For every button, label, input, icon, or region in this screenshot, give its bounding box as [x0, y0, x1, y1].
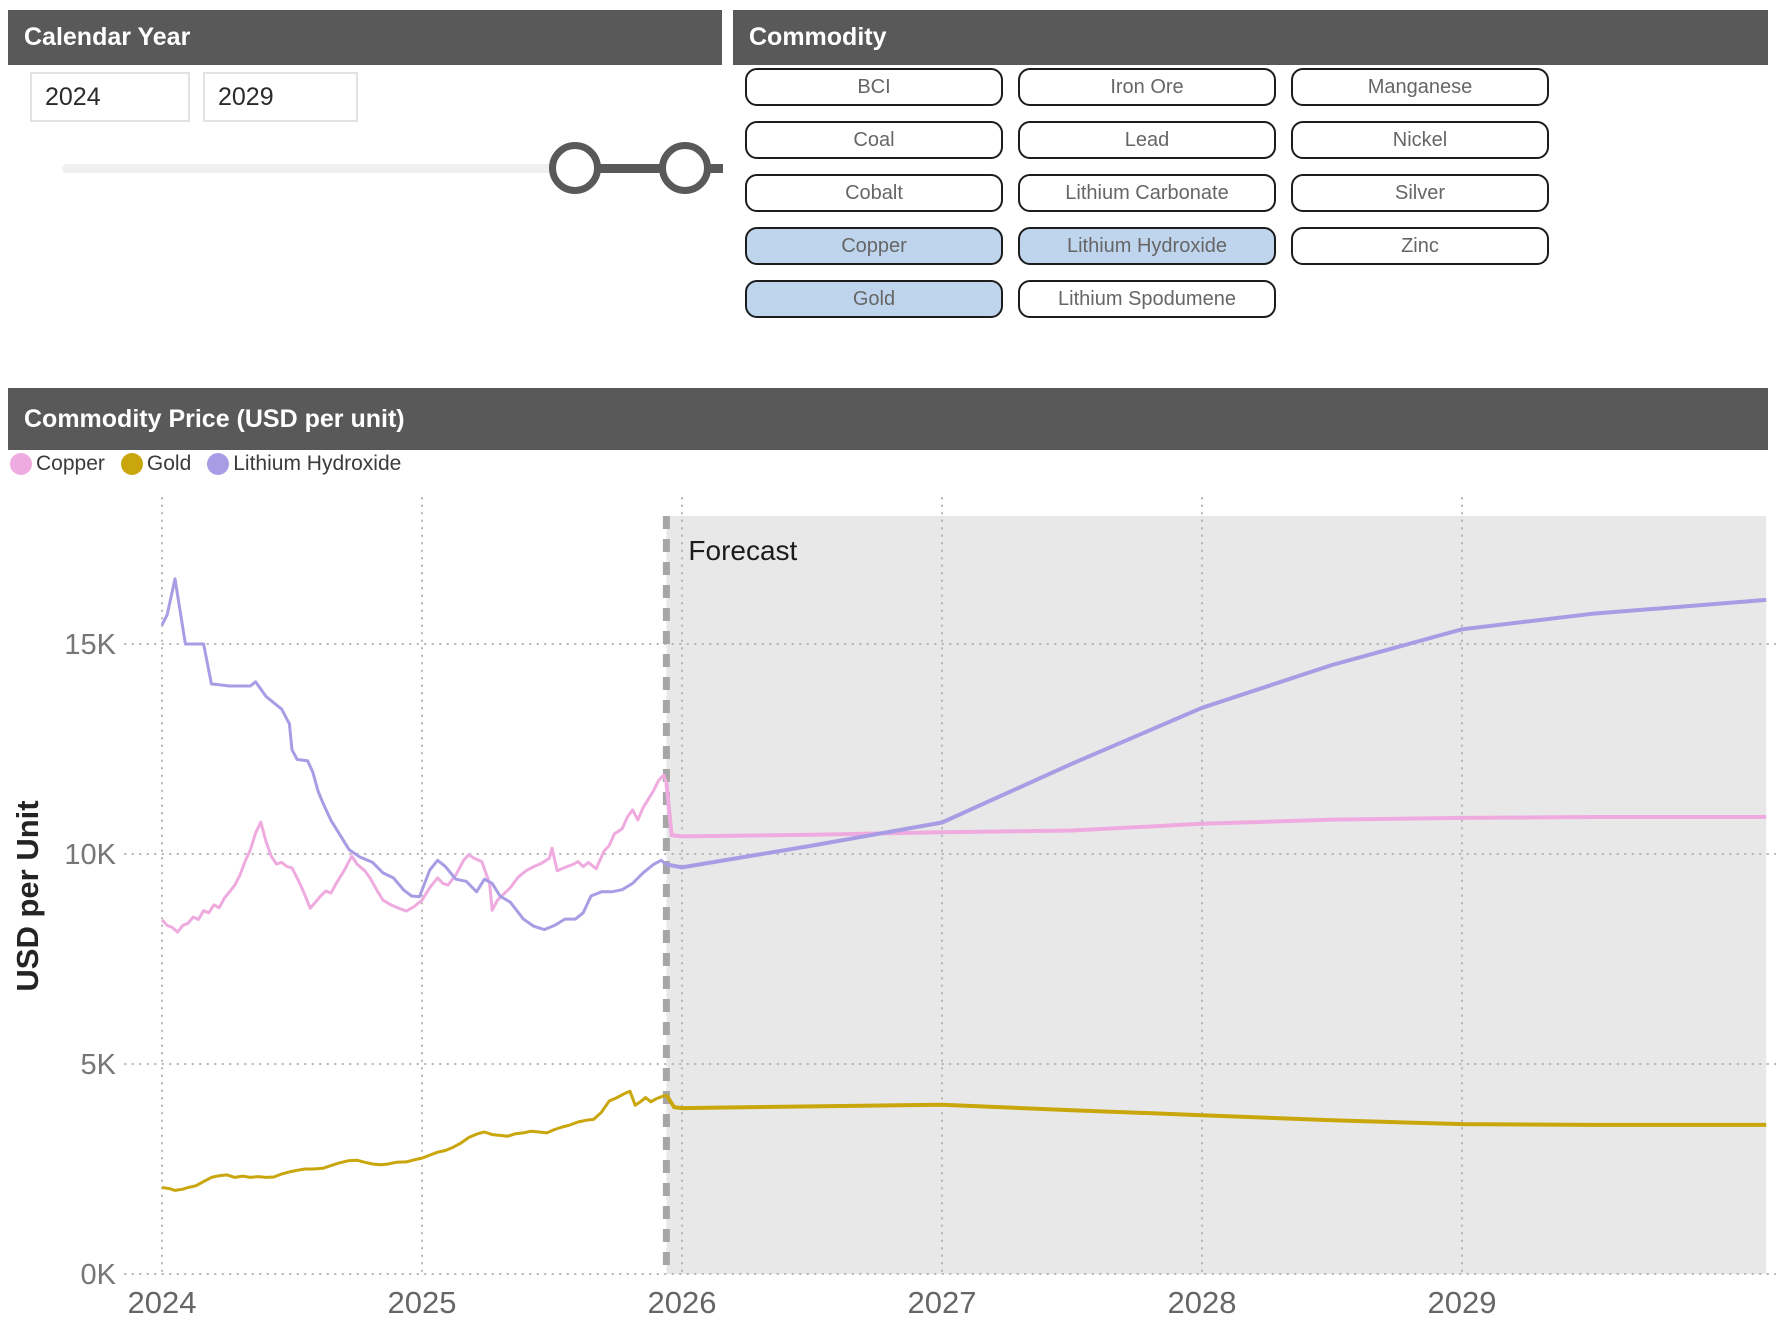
chart-legend: Copper Gold Lithium Hydroxide	[10, 452, 401, 476]
commodity-button-iron-ore[interactable]: Iron Ore	[1018, 68, 1276, 106]
y-tick-label: 15K	[64, 629, 116, 661]
gold-history-line[interactable]	[161, 1089, 667, 1192]
slider-handle-end[interactable]	[659, 142, 711, 194]
x-tick-label: 2026	[648, 1285, 717, 1320]
x-tick-label: 2029	[1428, 1285, 1497, 1320]
legend-item-copper[interactable]: Copper	[10, 452, 105, 476]
year-start-input[interactable]	[30, 72, 190, 122]
slider-handle-start[interactable]	[549, 142, 601, 194]
x-tick-label: 2025	[388, 1285, 457, 1320]
year-end-input[interactable]	[203, 72, 358, 122]
lithium-hydroxide-history-line[interactable]	[160, 577, 668, 932]
commodity-button-lithium-carbonate[interactable]: Lithium Carbonate	[1018, 174, 1276, 212]
commodity-button-cobalt[interactable]: Cobalt	[745, 174, 1003, 212]
copper-forecast-line[interactable]	[664, 782, 1767, 839]
slider-track[interactable]	[62, 164, 723, 173]
y-tick-label: 5K	[81, 1049, 117, 1081]
gold-forecast-line[interactable]	[664, 1094, 1767, 1127]
price-chart-header: Commodity Price (USD per unit)	[8, 388, 1768, 450]
y-tick-label: 10K	[64, 839, 116, 871]
commodity-button-bci[interactable]: BCI	[745, 68, 1003, 106]
commodity-button-lithium-hydroxide[interactable]: Lithium Hydroxide	[1018, 227, 1276, 265]
legend-dot-icon	[10, 453, 32, 475]
commodity-button-coal[interactable]: Coal	[745, 121, 1003, 159]
forecast-region	[666, 516, 1767, 1274]
price-chart: 2024 2025 2026 2027 2028 2029 0K 5K 10K 15K Foreca…	[10, 497, 1776, 1320]
commodity-button-zinc[interactable]: Zinc	[1291, 227, 1549, 265]
legend-label: Lithium Hydroxide	[233, 452, 402, 475]
price-chart-title: Commodity Price (USD per unit)	[24, 405, 405, 433]
commodity-button-nickel[interactable]: Nickel	[1291, 121, 1549, 159]
commodity-button-silver[interactable]: Silver	[1291, 174, 1549, 212]
y-tick-label: 0K	[81, 1259, 117, 1291]
y-axis-title: USD per Unit	[10, 800, 45, 991]
x-tick-label: 2028	[1168, 1285, 1237, 1320]
commodity-button-lead[interactable]: Lead	[1018, 121, 1276, 159]
x-tick-label: 2027	[908, 1285, 977, 1320]
legend-label: Copper	[36, 452, 105, 475]
commodity-panel: Commodity BCI Iron Ore Manganese Coal Lead Ni…	[733, 10, 1768, 340]
legend-label: Gold	[146, 452, 192, 475]
slider-selected-range[interactable]	[575, 164, 723, 173]
forecast-label: Forecast	[688, 535, 797, 566]
legend-item-gold[interactable]: Gold	[120, 452, 192, 476]
commodity-button-copper[interactable]: Copper	[745, 227, 1003, 265]
commodity-button-grid: BCI Iron Ore Manganese Coal Lead Nickel Cobalt…	[745, 68, 1549, 318]
calendar-year-title: Calendar Year	[24, 23, 191, 51]
commodity-header: Commodity	[733, 10, 1768, 65]
copper-history-line[interactable]	[160, 773, 668, 934]
commodity-button-manganese[interactable]: Manganese	[1291, 68, 1549, 106]
legend-dot-icon	[207, 453, 230, 475]
commodity-title: Commodity	[749, 23, 887, 51]
calendar-year-header: Calendar Year	[8, 10, 722, 65]
x-tick-label: 2024	[128, 1285, 197, 1320]
commodity-button-lithium-spodumene[interactable]: Lithium Spodumene	[1018, 280, 1276, 318]
commodity-button-gold[interactable]: Gold	[745, 280, 1003, 318]
lithium-hydroxide-forecast-line[interactable]	[666, 597, 1767, 870]
legend-item-lithium-hydroxide[interactable]: Lithium Hydroxide	[207, 452, 401, 476]
calendar-year-panel: Calendar Year	[8, 10, 723, 340]
legend-dot-icon	[120, 453, 143, 475]
